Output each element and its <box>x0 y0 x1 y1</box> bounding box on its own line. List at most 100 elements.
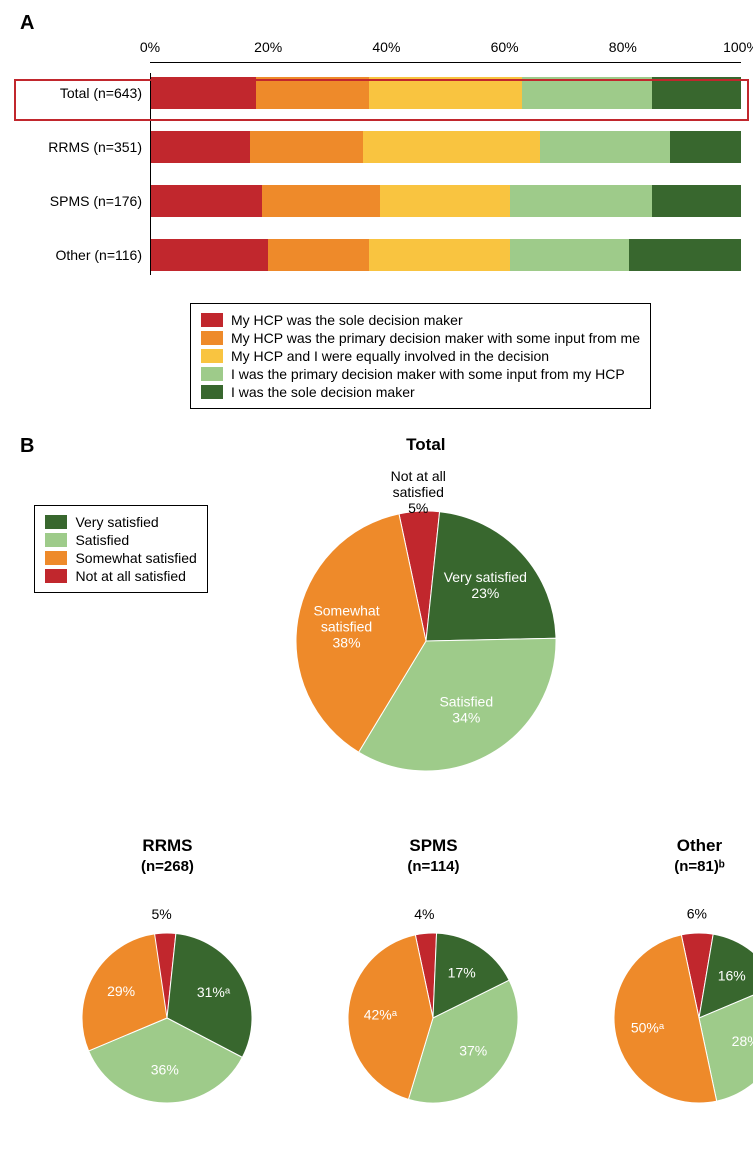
panel-b-legend: Very satisfied Satisfied Somewhat satisfie… <box>34 505 207 593</box>
legend-text: Not at all satisfied <box>75 568 186 584</box>
bar-segment <box>150 185 262 217</box>
legend-item: I was the sole decision maker <box>201 384 640 400</box>
bar-segment <box>510 239 628 271</box>
bar-segment <box>540 131 670 163</box>
legend-text: Somewhat satisfied <box>75 550 196 566</box>
legend-text: Very satisfied <box>75 514 158 530</box>
pie-slice-label: 4% <box>415 906 435 922</box>
pie-small-row: RRMS(n=268)5%31%ᵃ36%29%SPMS(n=114)4%17%3… <box>34 836 753 1150</box>
legend-swatch <box>201 331 223 345</box>
pie-slice-label: 5% <box>152 906 172 922</box>
pie-title: RRMS <box>34 836 300 856</box>
pie-chart: 6% 16% 28% 50%ᵃ <box>566 879 753 1145</box>
pie-slice-label: 42%ᵃ <box>364 1006 398 1022</box>
panel-a-legend: My HCP was the sole decision maker My HCP… <box>190 303 651 409</box>
bar-segment <box>369 239 511 271</box>
pie-slice-label: 28% <box>732 1033 753 1049</box>
legend-text: Satisfied <box>75 532 129 548</box>
legend-swatch <box>45 569 67 583</box>
bar-segment <box>652 77 741 109</box>
pie-small: SPMS (n=114) 4% 17% 37% 42%ᵃ <box>300 836 566 1150</box>
legend-text: My HCP was the sole decision maker <box>231 312 463 328</box>
pie-slice-label: 5% <box>408 500 428 516</box>
bar-label: Other (n=116) <box>20 247 150 263</box>
pie-total: TotalNot at allsatisfied5%Very satisfied… <box>248 435 604 818</box>
xtick: 100% <box>723 39 753 55</box>
legend-text: I was the sole decision maker <box>231 384 415 400</box>
legend-item: My HCP was the primary decision maker wi… <box>201 330 640 346</box>
pie-slice-label: 6% <box>687 906 707 922</box>
bar-segment <box>363 131 540 163</box>
legend-item: My HCP was the sole decision maker <box>201 312 640 328</box>
xtick: 40% <box>372 39 400 55</box>
bar-label: SPMS (n=176) <box>20 193 150 209</box>
pie-subtitle: (n=114) <box>300 858 566 875</box>
pie-title: SPMS <box>300 836 566 856</box>
legend-swatch <box>201 313 223 327</box>
bar-row: Other (n=116) <box>20 235 741 275</box>
panel-a-yaxis <box>150 73 151 275</box>
pie-slice-label: 34% <box>452 710 480 726</box>
pie-chart: Not at allsatisfied5%Very satisfied23%Sa… <box>248 457 604 813</box>
pie-slice-label: 16% <box>718 967 746 983</box>
pie-slice-label: 38% <box>332 634 360 650</box>
legend-swatch <box>201 367 223 381</box>
xtick: 20% <box>254 39 282 55</box>
legend-swatch <box>45 533 67 547</box>
legend-item: My HCP and I were equally involved in th… <box>201 348 640 364</box>
bar-track <box>150 131 741 163</box>
bar-segment <box>510 185 652 217</box>
bar-segment <box>250 131 362 163</box>
panel-a-xaxis: 0%20%40%60%80%100% <box>150 39 741 63</box>
bar-row: Total (n=643) <box>20 73 741 113</box>
panel-a: A 0%20%40%60%80%100% Total (n=643)RRMS (… <box>20 12 741 409</box>
legend-text: My HCP and I were equally involved in th… <box>231 348 549 364</box>
legend-swatch <box>201 349 223 363</box>
pie-title: Other <box>566 836 753 856</box>
legend-item: Somewhat satisfied <box>45 550 196 566</box>
pie-small: RRMS(n=268)5%31%ᵃ36%29% <box>34 836 300 1150</box>
panel-a-bars: Total (n=643) RRMS (n=351) SPMS (n=176) Oth… <box>20 73 741 275</box>
pie-chart: 4% 17% 37% 42%ᵃ <box>300 879 566 1145</box>
pie-subtitle: (n=81)ᵇ <box>566 858 753 875</box>
pie-slice-label: satisfied <box>321 618 372 634</box>
pie-slice-label: Very satisfied <box>444 569 527 585</box>
pie-slice-label: 17% <box>448 965 476 981</box>
bar-row: RRMS (n=351) <box>20 127 741 167</box>
legend-item: Very satisfied <box>45 514 196 530</box>
xtick: 80% <box>609 39 637 55</box>
xtick: 0% <box>140 39 160 55</box>
pie-slice-label: 37% <box>460 1043 488 1059</box>
xtick: 60% <box>491 39 519 55</box>
panel-b: B Very satisfied Satisfied Somewhat satisf… <box>20 435 741 1150</box>
pie-slice-label: 36% <box>151 1061 179 1077</box>
bar-segment <box>256 77 368 109</box>
panel-a-label: A <box>20 12 741 35</box>
legend-text: My HCP was the primary decision maker wi… <box>231 330 640 346</box>
legend-item: Satisfied <box>45 532 196 548</box>
pie-slice-label: 29% <box>108 983 136 999</box>
bar-row: SPMS (n=176) <box>20 181 741 221</box>
bar-label: RRMS (n=351) <box>20 139 150 155</box>
legend-item: I was the primary decision maker with so… <box>201 366 640 382</box>
bar-segment <box>268 239 368 271</box>
pie-subtitle: (n=268) <box>34 858 300 875</box>
bar-track <box>150 77 741 109</box>
panel-b-label: B <box>20 435 34 458</box>
pie-slice-label: Satisfied <box>439 694 493 710</box>
legend-swatch <box>45 551 67 565</box>
legend-swatch <box>201 385 223 399</box>
bar-segment <box>629 239 741 271</box>
pie-slice-label: 50%ᵃ <box>631 1020 665 1036</box>
bar-label: Total (n=643) <box>20 85 150 101</box>
legend-text: I was the primary decision maker with so… <box>231 366 625 382</box>
bar-segment <box>150 77 256 109</box>
legend-item: Not at all satisfied <box>45 568 196 584</box>
pie-slice-label: Not at all <box>390 468 445 484</box>
pie-title: Total <box>248 435 604 455</box>
pie-chart: 5%31%ᵃ36%29% <box>34 879 300 1145</box>
bar-segment <box>262 185 380 217</box>
bar-segment <box>522 77 652 109</box>
bar-segment <box>150 239 268 271</box>
pie-slice-label: satisfied <box>392 484 443 500</box>
